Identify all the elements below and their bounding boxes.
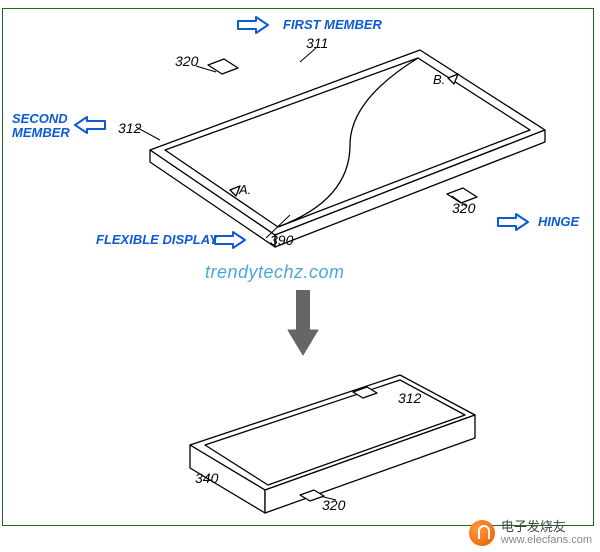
- footer-text: 电子发烧友 www.elecfans.com: [501, 520, 592, 546]
- ref-340: 340: [195, 470, 218, 486]
- footer-url: www.elecfans.com: [501, 534, 592, 546]
- label-flexible-display: FLEXIBLE DISPLAY: [96, 233, 218, 247]
- footer-logo: 电子发烧友 www.elecfans.com: [469, 520, 592, 546]
- label-second-member: SECOND MEMBER: [12, 112, 70, 139]
- elecfans-icon: [469, 520, 495, 546]
- ref-312-left: 312: [118, 120, 141, 136]
- label-first-member: FIRST MEMBER: [283, 18, 382, 32]
- ref-320-bottom: 320: [322, 497, 345, 513]
- ref-311: 311: [306, 35, 328, 51]
- ref-320-top-left: 320: [175, 53, 198, 69]
- watermark: trendytechz.com: [205, 262, 345, 283]
- section-b: B.: [433, 72, 445, 87]
- ref-320-right: 320: [452, 200, 475, 216]
- ref-390: 390: [270, 232, 293, 248]
- section-a: A.: [239, 182, 251, 197]
- footer-cn: 电子发烧友: [501, 520, 592, 534]
- ref-312-bottom: 312: [398, 390, 421, 406]
- label-hinge: HINGE: [538, 215, 579, 229]
